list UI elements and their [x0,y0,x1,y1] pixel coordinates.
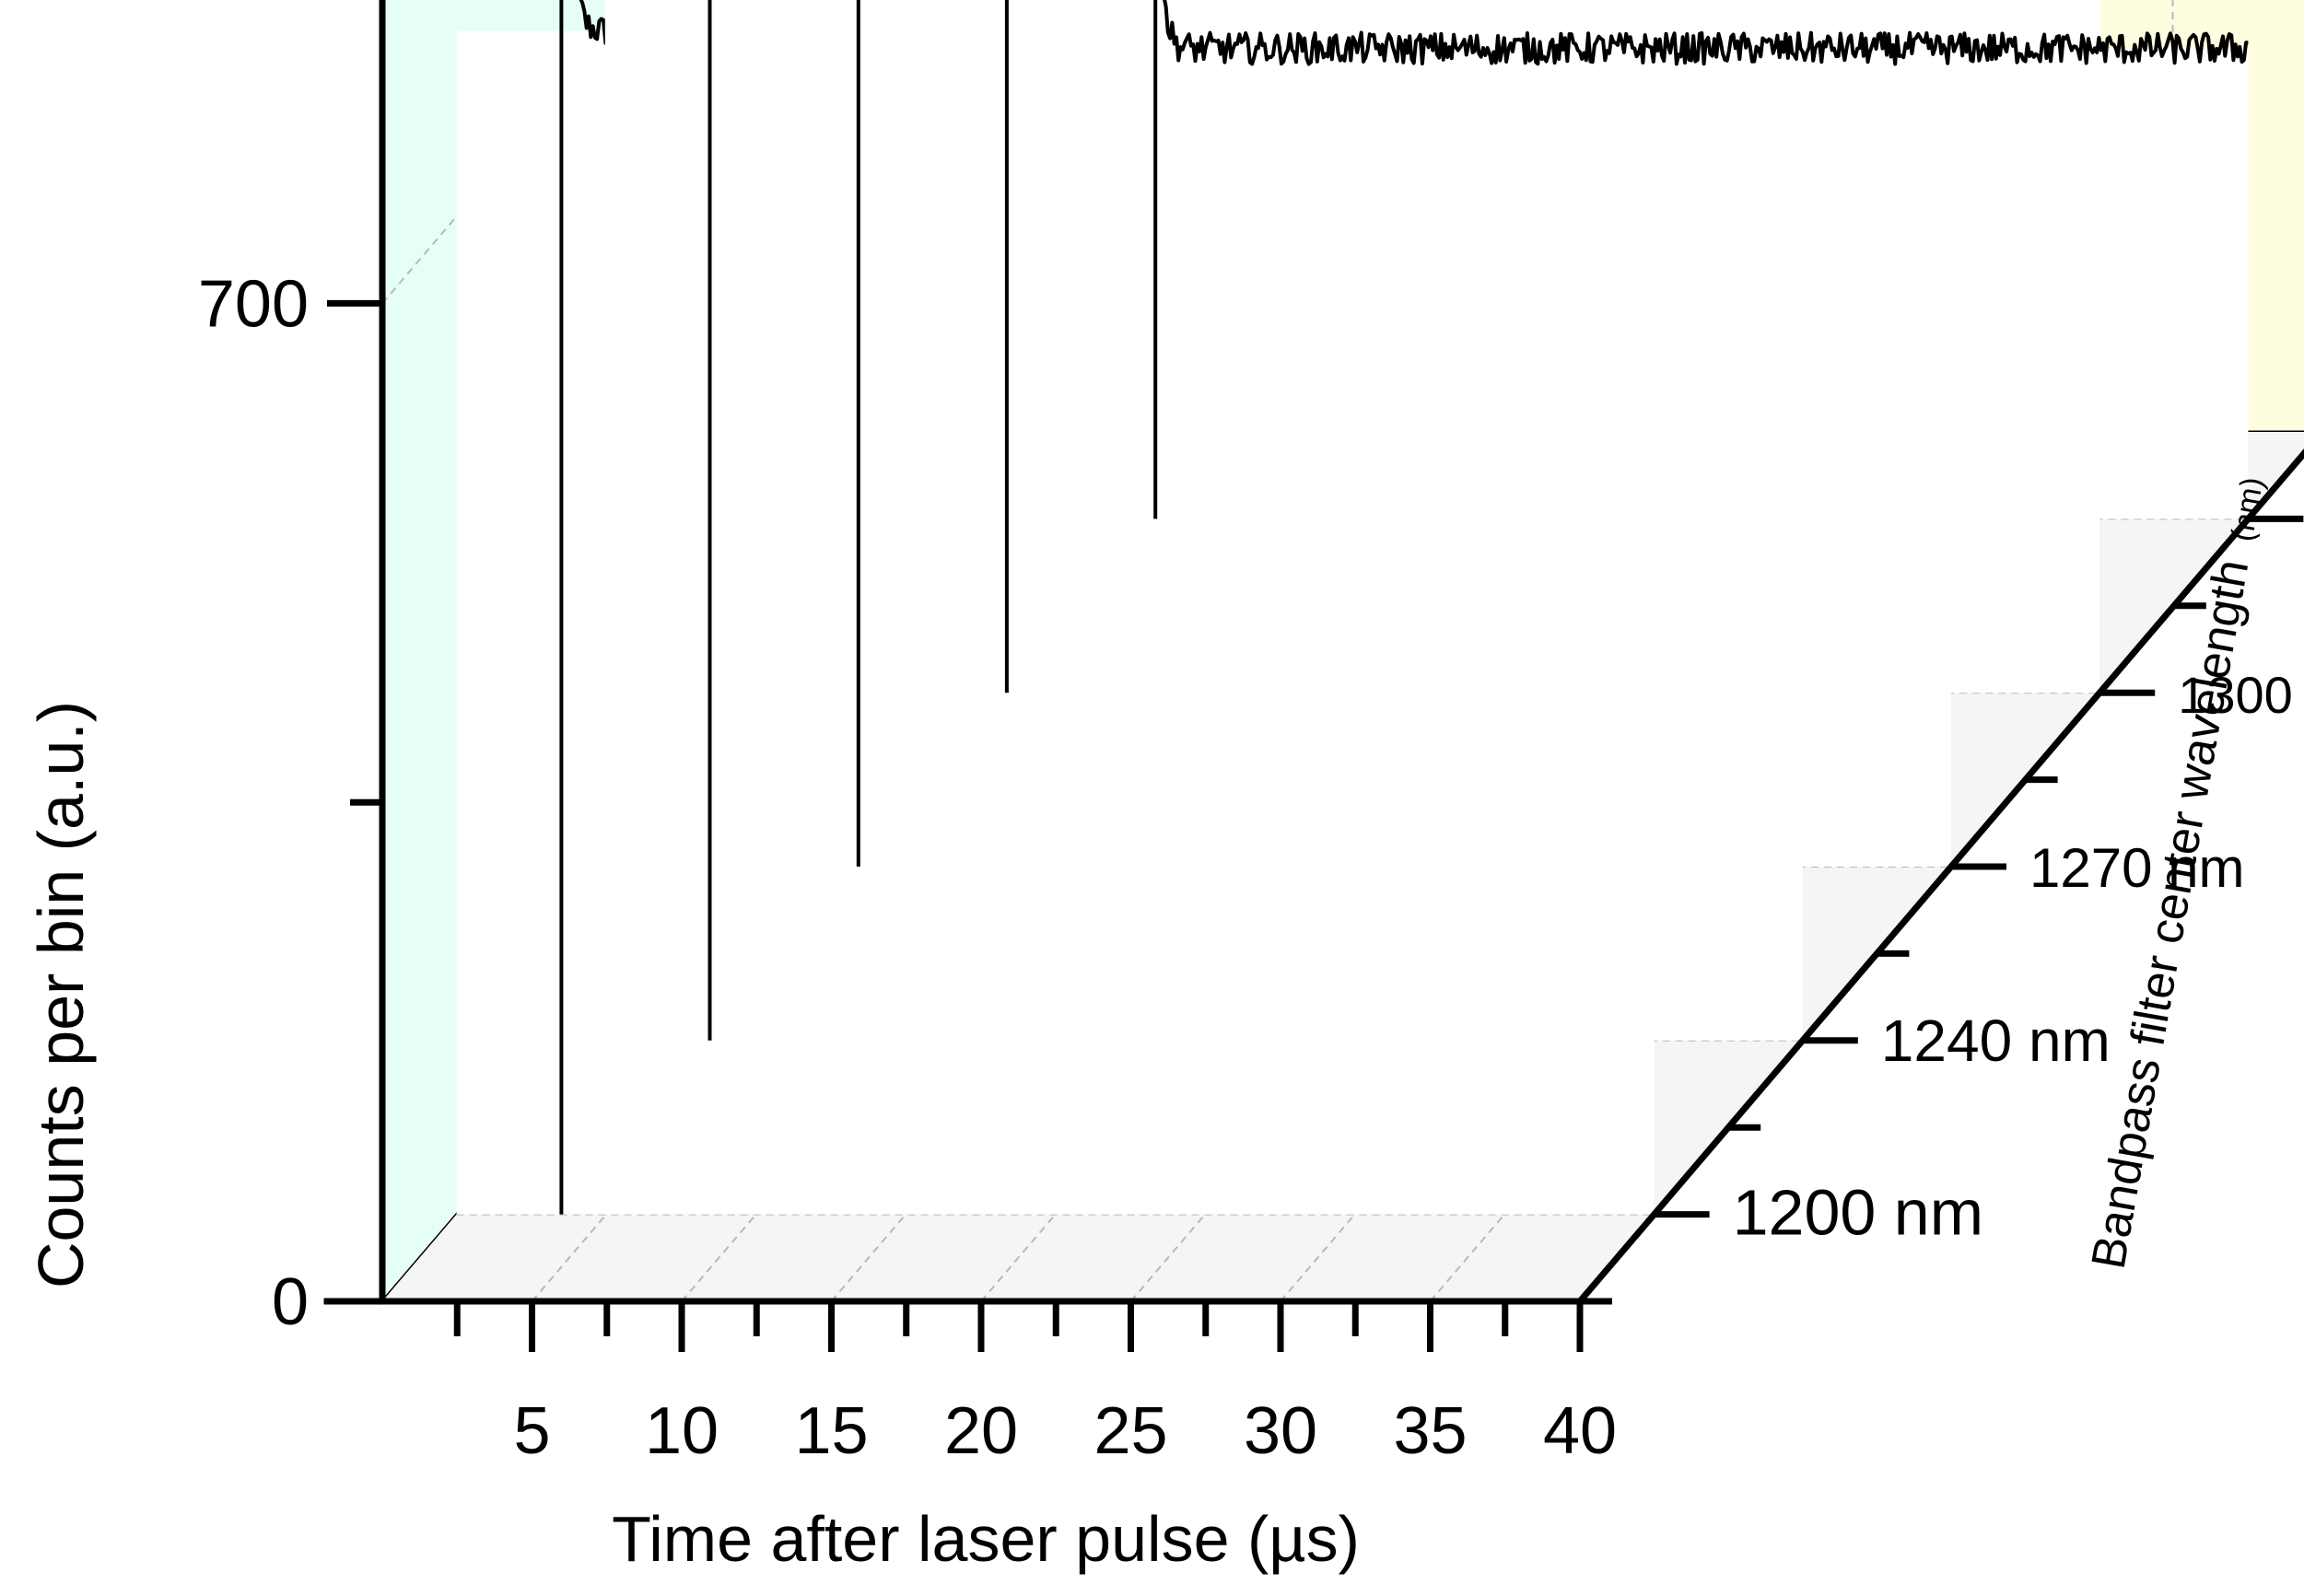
z-tick-label: 1200 nm [1733,1177,1983,1249]
tick-labels: 5101520253035400700140021002800350042001… [198,267,2304,1468]
x-tick-label: 5 [513,1394,550,1468]
y-tick-label: 700 [198,267,309,341]
series-traces [456,0,2249,1215]
z-tick-label: 1240 nm [1881,1008,2111,1074]
x-tick-label: 20 [944,1394,1018,1468]
y-axis-title: Counts per bin (a.u.) [25,701,97,1288]
chart-axes [323,0,2304,1352]
series-fill [1050,48,2249,519]
x-tick-label: 15 [794,1394,868,1468]
series-line [1153,0,2249,519]
x-axis-title: Time after laser pulse (µs) [612,1503,1360,1575]
z-tick-label: 1270 nm [2029,837,2245,899]
x-tick-label: 40 [1543,1394,1617,1468]
x-tick-label: 30 [1244,1394,1317,1468]
x-tick-label: 10 [645,1394,719,1468]
x-tick-label: 35 [1393,1394,1467,1468]
z-tick-label: 1300 nm [2178,666,2304,724]
x-tick-label: 25 [1094,1394,1167,1468]
y-tick-label: 0 [272,1265,309,1339]
